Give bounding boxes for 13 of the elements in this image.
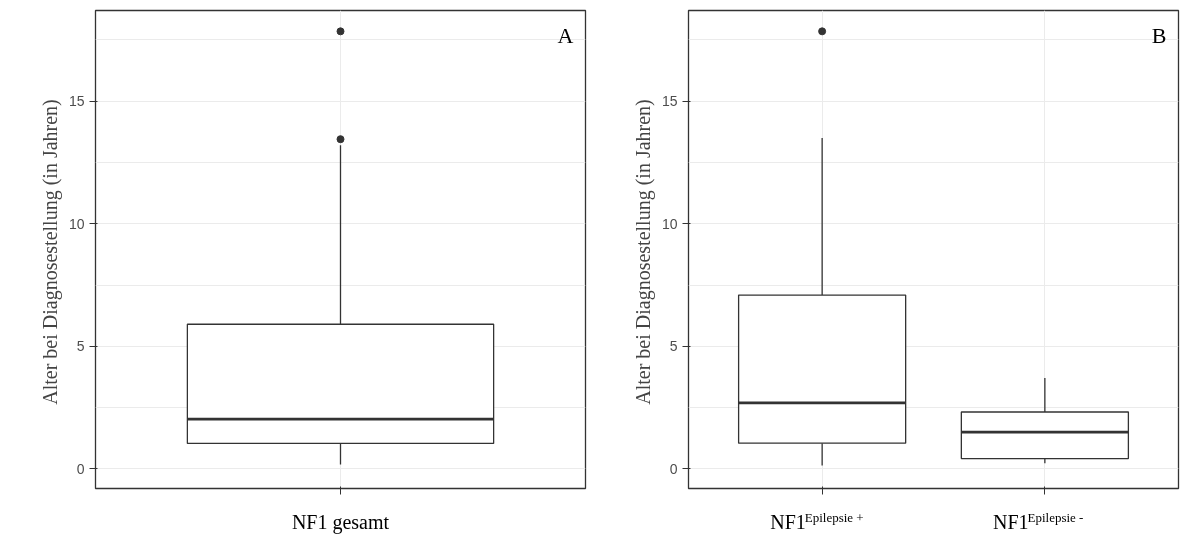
y-tick-label: 15 (661, 93, 678, 110)
x-tick-label: NF1 gesamt (291, 510, 390, 534)
y-axis-title: Alter bei Diagnosestellung (in Jahren) (631, 99, 655, 405)
y-tick-label: 10 (661, 215, 678, 232)
y-tick-label: 15 (68, 93, 85, 110)
annotation: A (557, 22, 574, 48)
y-axis-title: Alter bei Diagnosestellung (in Jahren) (38, 99, 62, 405)
annotation: B (1151, 22, 1167, 48)
y-tick-label: 5 (76, 338, 85, 355)
y-tick-label: 0 (669, 460, 678, 477)
y-tick-label: 0 (76, 460, 85, 477)
y-tick-label: 10 (68, 215, 85, 232)
y-tick-label: 5 (669, 338, 678, 355)
